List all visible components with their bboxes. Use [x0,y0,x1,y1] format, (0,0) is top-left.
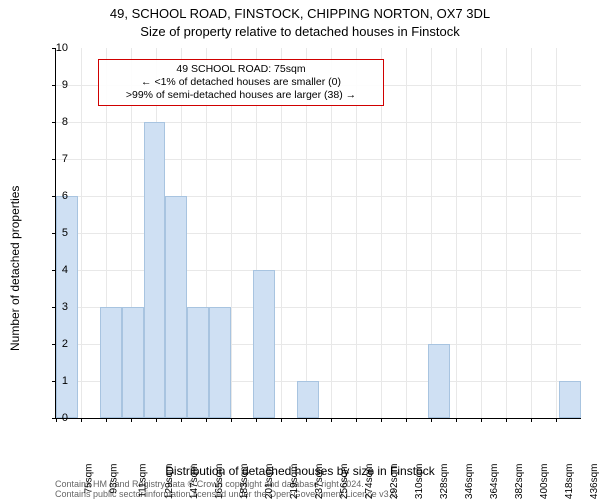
xtick-label: 382sqm [514,464,525,500]
annotation-line2: ← <1% of detached houses are smaller (0) [105,76,377,89]
xtick-mark [381,418,382,422]
xtick-label: 237sqm [314,464,325,500]
xtick-mark [506,418,507,422]
xtick-mark [206,418,207,422]
ytick-label: 2 [62,338,68,350]
histogram-bar [428,344,450,418]
annotation-line1: 49 SCHOOL ROAD: 75sqm [105,63,377,76]
xtick-label: 436sqm [589,464,600,500]
gridline-h [56,122,581,123]
xtick-mark [331,418,332,422]
xtick-label: 165sqm [214,464,225,500]
xtick-label: 183sqm [239,464,250,500]
xtick-label: 292sqm [389,464,400,500]
xtick-label: 111sqm [138,464,149,498]
histogram-bar [253,270,275,418]
gridline-h [56,159,581,160]
xtick-label: 93sqm [109,464,120,494]
histogram-bar [122,307,144,418]
xtick-mark [81,418,82,422]
chart-title-line2: Size of property relative to detached ho… [0,24,600,39]
xtick-label: 310sqm [414,464,425,500]
ytick-label: 0 [62,412,68,424]
xtick-label: 274sqm [364,464,375,500]
ytick-mark [52,122,56,123]
xtick-mark [456,418,457,422]
xtick-mark [131,418,132,422]
histogram-bar [187,307,209,418]
xtick-mark [181,418,182,422]
xtick-label: 147sqm [189,464,200,500]
xtick-mark [481,418,482,422]
ytick-mark [52,159,56,160]
xtick-mark [556,418,557,422]
gridline-v [506,48,507,418]
gridline-h [56,233,581,234]
ytick-label: 3 [62,301,68,313]
xtick-mark [106,418,107,422]
xtick-mark [231,418,232,422]
gridline-h [56,196,581,197]
xtick-label: 75sqm [84,464,95,494]
xtick-mark [156,418,157,422]
ytick-label: 6 [62,190,68,202]
xtick-label: 201sqm [264,464,275,500]
xtick-label: 400sqm [539,464,550,500]
xtick-mark [281,418,282,422]
chart-title-line1: 49, SCHOOL ROAD, FINSTOCK, CHIPPING NORT… [0,6,600,21]
xtick-mark [256,418,257,422]
xtick-mark [306,418,307,422]
xtick-mark [56,418,57,422]
xtick-label: 219sqm [289,464,300,500]
gridline-v [81,48,82,418]
xtick-mark [406,418,407,422]
histogram-bar [100,307,122,418]
plot-area: 49 SCHOOL ROAD: 75sqm← <1% of detached h… [55,48,581,419]
annotation-box: 49 SCHOOL ROAD: 75sqm← <1% of detached h… [98,59,384,106]
histogram-bar [559,381,581,418]
ytick-label: 5 [62,227,68,239]
ytick-label: 1 [62,375,68,387]
xtick-label: 418sqm [564,464,575,500]
gridline-v [556,48,557,418]
xtick-mark [356,418,357,422]
gridline-v [406,48,407,418]
xtick-label: 129sqm [164,464,175,500]
gridline-v [456,48,457,418]
gridline-h [56,270,581,271]
histogram-bar [144,122,166,418]
xtick-mark [431,418,432,422]
ytick-mark [52,85,56,86]
xtick-label: 328sqm [439,464,450,500]
xtick-mark [531,418,532,422]
ytick-label: 8 [62,116,68,128]
annotation-line3: >99% of semi-detached houses are larger … [105,89,377,102]
xtick-label: 256sqm [339,464,350,500]
chart-container: 49, SCHOOL ROAD, FINSTOCK, CHIPPING NORT… [0,0,600,500]
ytick-label: 7 [62,153,68,165]
gridline-v [531,48,532,418]
ytick-label: 4 [62,264,68,276]
gridline-v [481,48,482,418]
ytick-label: 9 [62,79,68,91]
ytick-label: 10 [56,42,68,54]
histogram-bar [165,196,187,418]
histogram-bar [209,307,231,418]
xtick-label: 346sqm [464,464,475,500]
histogram-bar [297,381,319,418]
xtick-label: 364sqm [489,464,500,500]
y-axis-label: Number of detached properties [8,186,22,351]
